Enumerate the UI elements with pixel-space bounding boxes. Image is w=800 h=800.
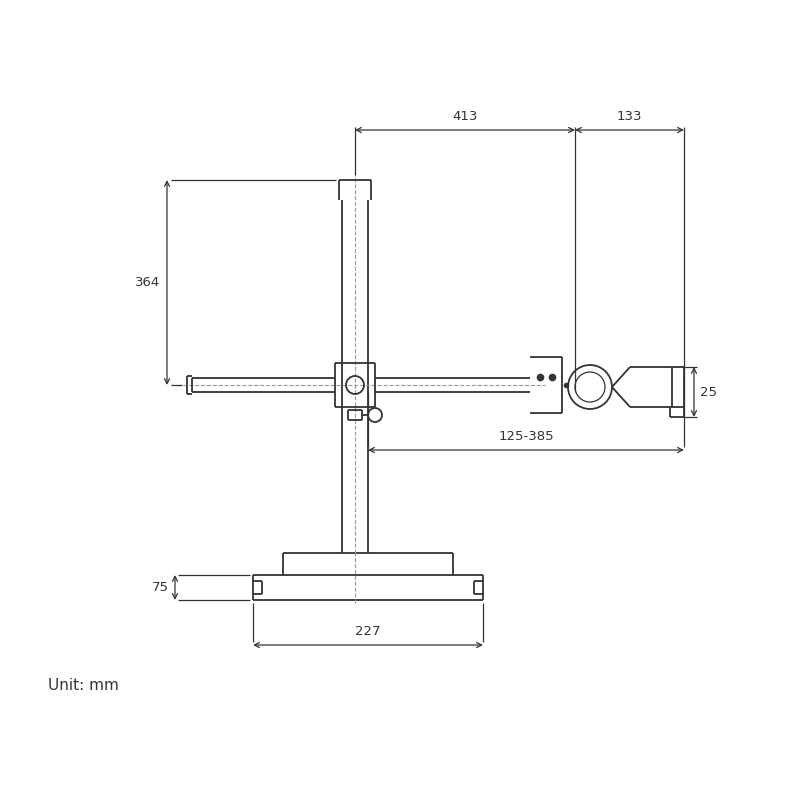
Text: 227: 227 <box>355 625 381 638</box>
Text: 125-385: 125-385 <box>498 430 554 443</box>
Text: 364: 364 <box>134 276 160 289</box>
Text: Unit: mm: Unit: mm <box>48 678 119 693</box>
Text: 75: 75 <box>152 581 169 594</box>
Text: 133: 133 <box>617 110 642 123</box>
Text: 413: 413 <box>452 110 478 123</box>
Text: 25: 25 <box>700 386 717 398</box>
